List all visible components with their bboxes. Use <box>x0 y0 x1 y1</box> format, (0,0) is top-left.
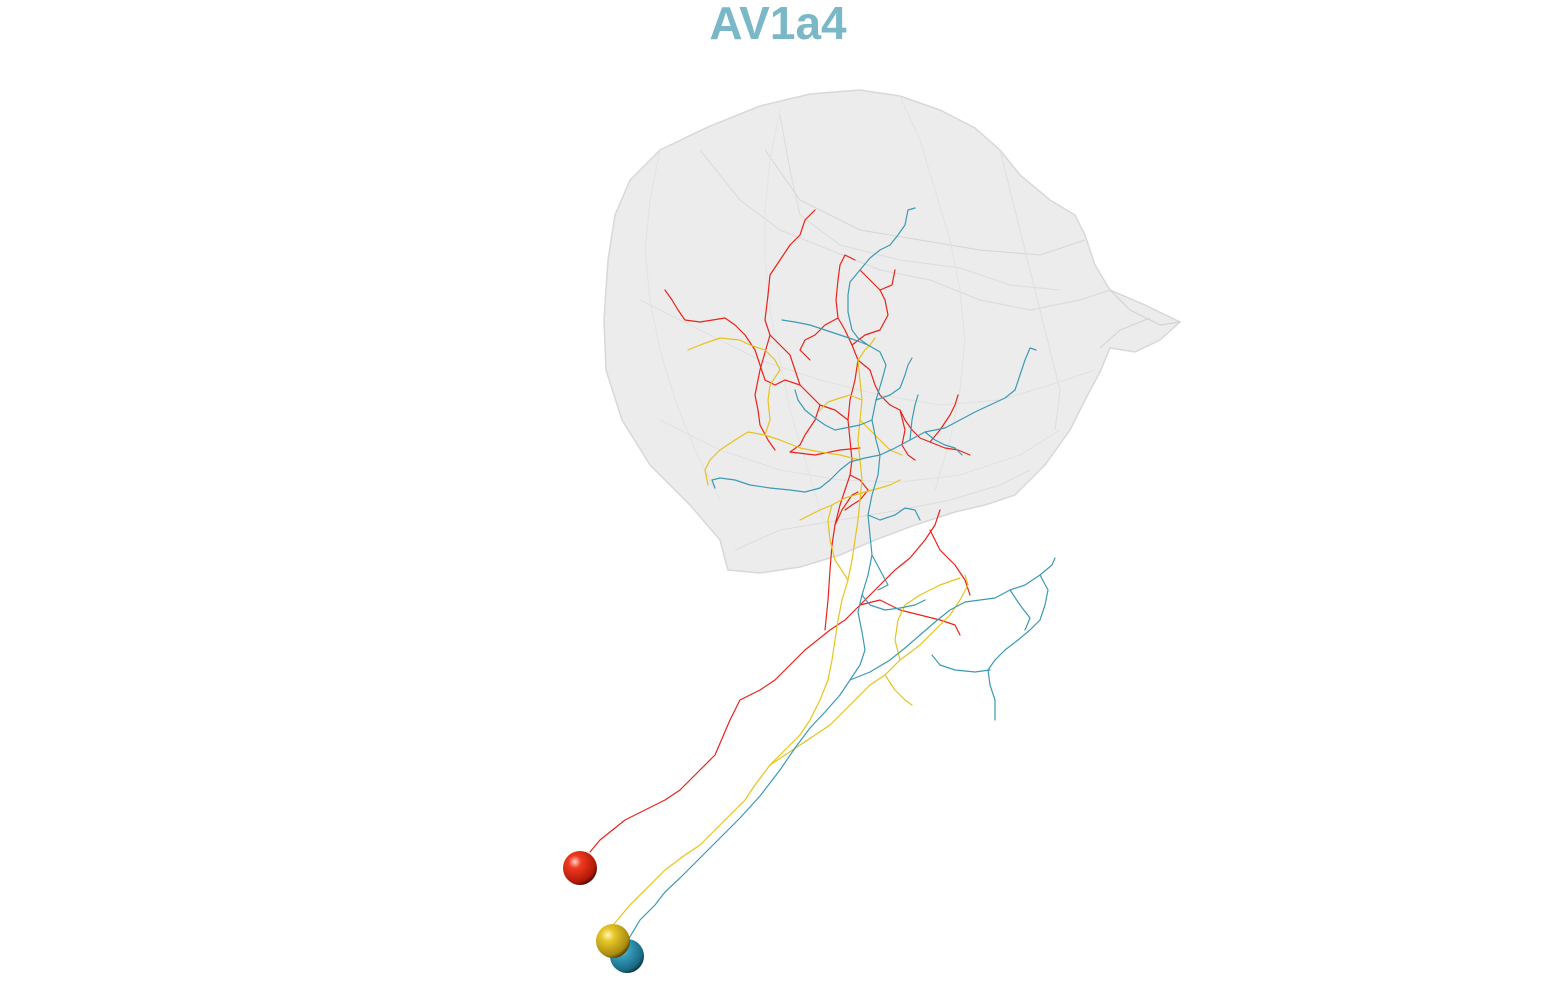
plot-title: AV1a4 <box>709 0 847 49</box>
neuron-teal <box>627 207 1056 941</box>
neuron-red <box>589 209 971 853</box>
soma-yellow-sphere-icon <box>596 924 630 958</box>
neuropil-mesh <box>603 89 1182 574</box>
neuron-yellow <box>613 337 969 925</box>
soma-red-sphere-icon <box>563 851 597 885</box>
